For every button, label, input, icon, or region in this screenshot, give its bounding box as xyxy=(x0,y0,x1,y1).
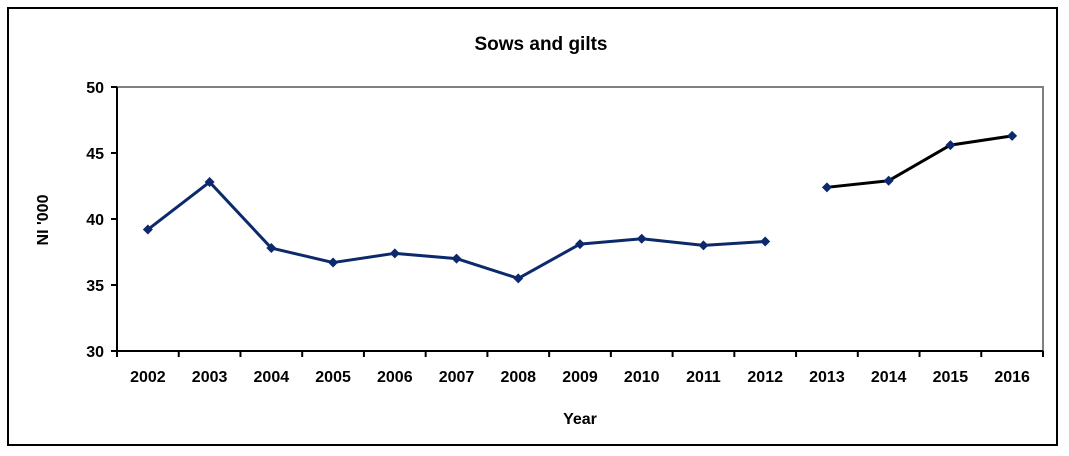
y-tick-label: 45 xyxy=(86,146,104,163)
data-point-marker xyxy=(698,240,709,251)
x-tick-label: 2008 xyxy=(500,369,536,386)
data-point-marker xyxy=(513,273,524,284)
y-tick-label: 40 xyxy=(86,212,104,229)
data-point-marker xyxy=(760,236,771,247)
x-tick-label: 2007 xyxy=(439,369,475,386)
x-tick-label: 2010 xyxy=(624,369,660,386)
chart-title: Sows and gilts xyxy=(474,34,607,55)
x-tick-label: 2011 xyxy=(686,369,721,386)
x-tick-label: 2013 xyxy=(809,369,845,386)
data-point-marker xyxy=(1007,130,1018,141)
data-point-marker xyxy=(266,243,277,254)
series-line-2 xyxy=(826,134,1013,189)
x-tick-label: 2016 xyxy=(994,369,1030,386)
y-axis-title: NI '000 xyxy=(35,194,52,245)
axes: 30 35 40 45 50 2002 2003 2004 2005 2006 2007 2008 20… xyxy=(86,80,1044,386)
data-point-marker xyxy=(142,224,153,235)
data-point-marker xyxy=(821,182,832,193)
x-tick-label: 2009 xyxy=(562,369,598,386)
x-tick-label: 2004 xyxy=(254,369,290,386)
x-tick-label: 2002 xyxy=(130,369,166,386)
x-tick-label: 2012 xyxy=(747,369,783,386)
x-tick-label: 2015 xyxy=(933,369,969,386)
x-axis-title: Year xyxy=(563,411,597,428)
y-tick-label: 50 xyxy=(86,80,104,97)
x-tick-label: 2014 xyxy=(871,369,907,386)
x-tick-label: 2005 xyxy=(315,369,351,386)
series-group xyxy=(142,130,1018,284)
x-tick-label: 2003 xyxy=(192,369,228,386)
data-point-marker xyxy=(945,140,956,151)
data-point-marker xyxy=(636,233,647,244)
data-point-marker xyxy=(451,253,462,264)
plot-area xyxy=(116,86,1044,352)
data-point-marker xyxy=(328,257,339,268)
x-tick-label: 2006 xyxy=(377,369,413,386)
y-tick-label: 30 xyxy=(86,344,104,361)
data-point-marker xyxy=(575,239,585,250)
data-point-marker xyxy=(204,177,215,188)
data-point-marker xyxy=(883,175,894,186)
y-tick-label: 35 xyxy=(86,278,104,295)
data-point-marker xyxy=(389,248,400,259)
